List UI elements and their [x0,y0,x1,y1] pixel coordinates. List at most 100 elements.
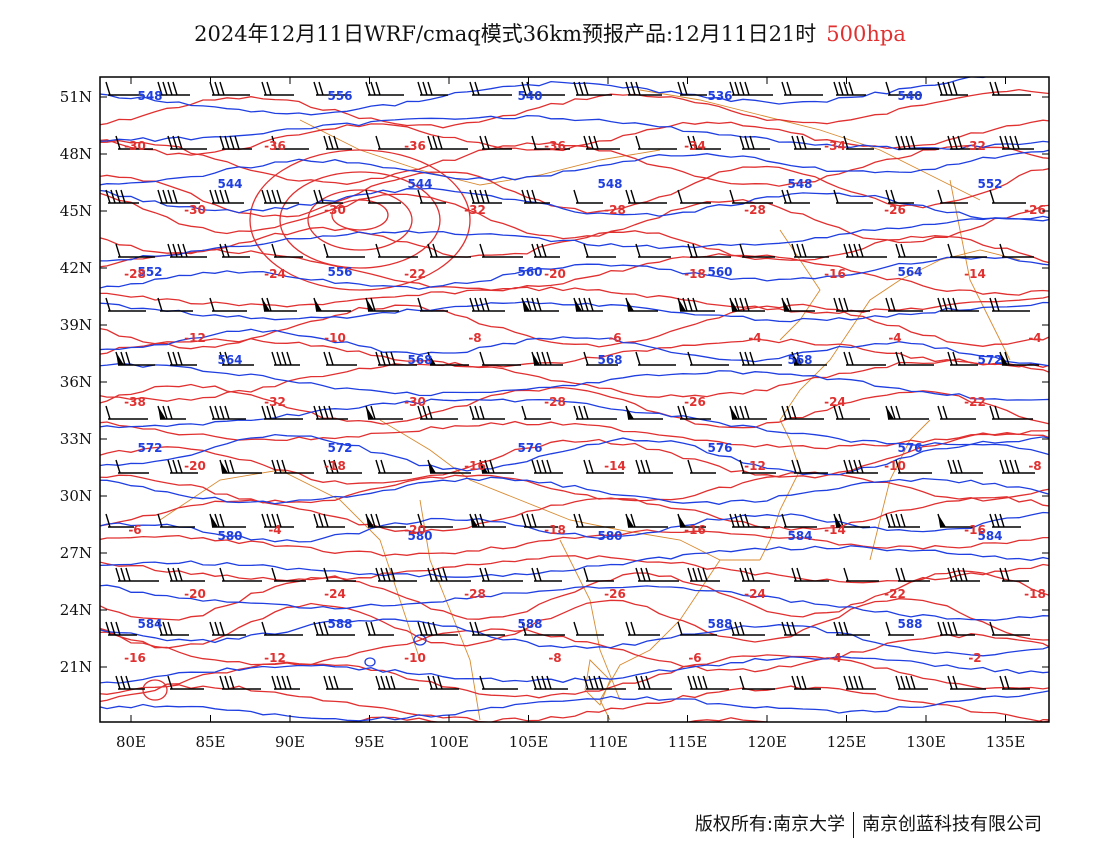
wind-barb [365,297,399,312]
wind-barb [895,459,932,474]
wind-barb [583,351,618,366]
contour-label: -22 [964,395,986,409]
wind-barb [895,675,928,690]
temperature-contour-line [100,248,1049,296]
wind-barb [479,675,518,690]
wind-barb [417,81,448,96]
contour-label: 564 [217,353,242,367]
border-line [779,229,821,341]
contour-label: -38 [124,395,146,409]
contour-label: -24 [824,395,846,409]
temperature-contour-ring [307,189,413,251]
wind-barb [781,513,817,528]
wind-barb [219,567,262,582]
temperature-contour-line [100,432,1049,485]
wind-barb [947,351,978,366]
temperature-contour-ring [142,679,168,701]
title-text: 2024年12月11日WRF/cmaq模式36km预报产品:12月11日21时 [194,22,817,46]
wind-barb [937,621,975,636]
contour-label: -30 [324,203,346,217]
lat-label: 39N [59,316,92,334]
wind-barb [313,297,351,312]
wind-barb [105,297,146,312]
wind-barb [791,459,828,474]
wind-barb [843,135,874,150]
wind-barb [729,189,773,204]
contour-label: 568 [787,353,812,367]
coastline-borders [159,89,1021,721]
geopotential-contour-line [100,584,1049,621]
wind-barb [521,621,565,636]
temperature-contour-line [100,654,1049,703]
wind-barb [365,405,403,420]
temperature-contour-line [100,165,1049,218]
wind-barb [739,243,775,258]
wind-barb [687,567,720,582]
wind-barb [833,621,870,636]
wind-barb [365,81,404,96]
company-text: 南京创蓝科技有限公司 [862,814,1042,835]
wind-barb [625,189,667,204]
wind-barb [989,189,1026,204]
temperature-contour-line [100,471,1049,504]
copyright-text: 版权所有:南京大学 [694,814,845,835]
contour-label: -32 [264,395,286,409]
contour-label: 556 [327,265,352,279]
wind-barb [791,135,821,150]
wind-barb [271,351,300,366]
wind-barb [999,135,1034,150]
geopotential-contour-line [100,476,1049,505]
wind-barb [677,297,715,312]
wind-barb [521,405,551,420]
wind-barb [895,135,939,150]
wind-barb [999,351,1039,366]
wind-barb [469,405,505,420]
wind-barb [375,243,418,258]
wind-barb [687,675,729,690]
lat-label: 30N [59,487,92,505]
contour-label: -8 [548,651,561,665]
wind-barb [531,567,562,582]
temperature-contour-line [100,192,1049,244]
wind-barb [635,675,672,690]
contour-label: -34 [684,139,706,153]
contour-label: 556 [327,89,352,103]
temperature-contour-line [100,555,1049,584]
wind-barb [417,513,453,528]
wind-barb [729,621,765,636]
contour-label: -32 [964,139,986,153]
wind-barb [573,405,617,420]
contour-label: -16 [964,523,986,537]
contour-label: 580 [407,529,432,543]
wind-barb [729,513,770,528]
contour-label: -6 [128,523,141,537]
border-line [639,89,981,201]
wind-barb [687,243,731,258]
lon-label: 125E [826,733,867,751]
wind-barb [781,405,824,420]
contour-label: -28 [124,267,146,281]
border-line [949,179,1011,361]
wind-barb [999,567,1029,582]
wind-barb [209,81,250,96]
wind-barb [417,297,448,312]
wind-barb [313,513,345,528]
contour-label: -30 [184,203,206,217]
temperature-contours [100,88,1049,722]
wind-barb [625,81,662,96]
contour-label: -18 [544,523,566,537]
temperature-contour-line [100,628,1049,673]
wind-barb [781,297,815,312]
wind-barb [947,135,981,150]
contour-label: 560 [517,265,542,279]
contour-label: 588 [707,617,732,631]
footer: 版权所有:南京大学 南京创蓝科技有限公司 [695,810,1042,838]
geopotential-contour-line [100,511,1049,543]
wind-barb [739,675,775,690]
contour-label: -16 [124,651,146,665]
wind-barb [885,621,914,636]
geopotential-contour-line [100,618,1049,657]
lon-label: 110E [588,733,628,751]
wind-barb [115,675,145,690]
wind-barb [479,135,512,150]
